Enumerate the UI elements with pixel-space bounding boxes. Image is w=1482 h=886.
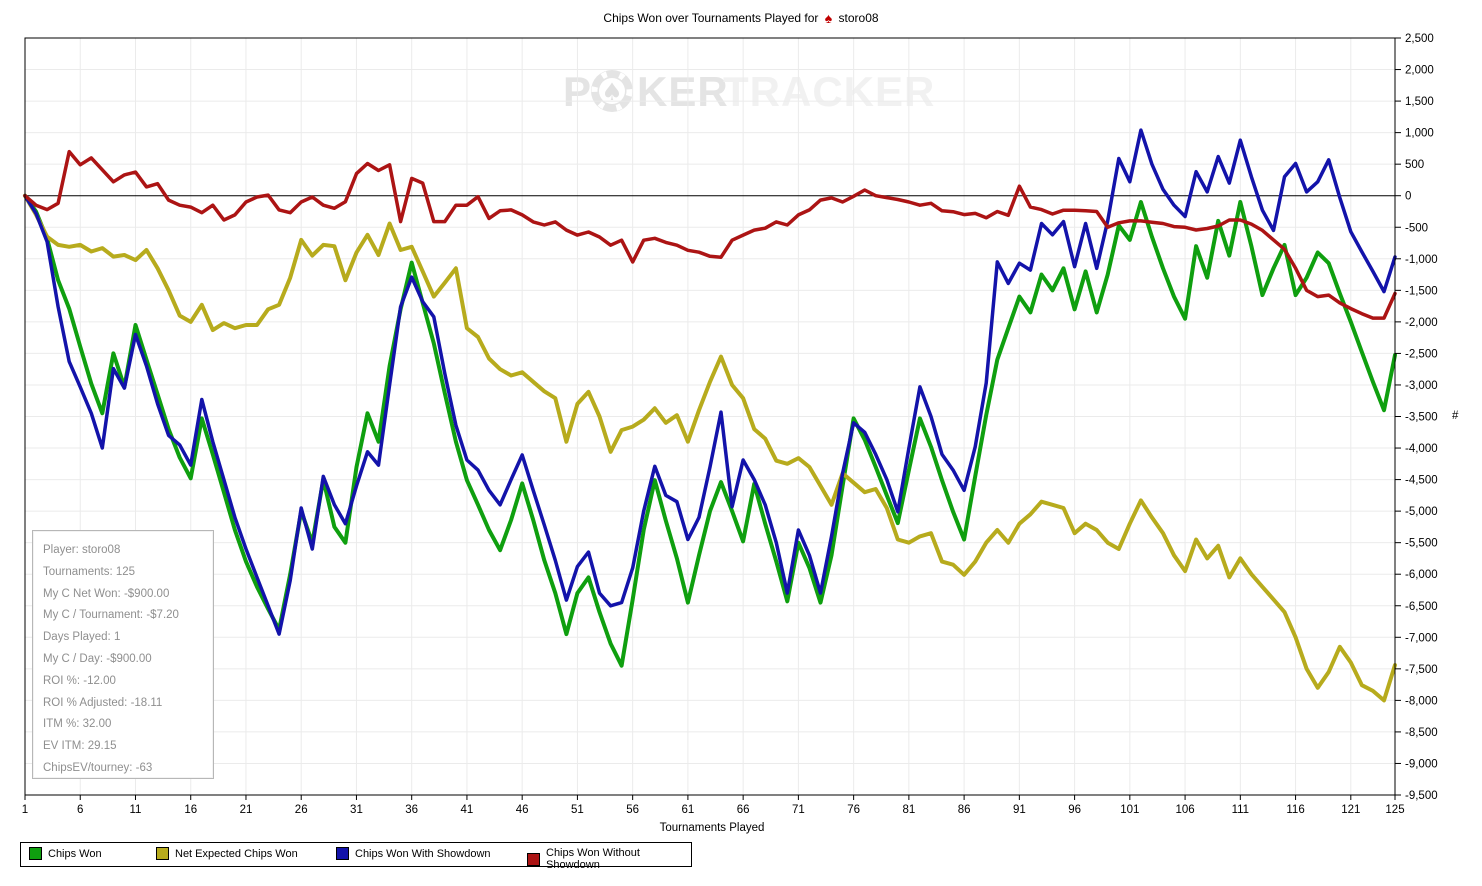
svg-text:1,500: 1,500 [1405, 96, 1434, 108]
stat-itm: ITM %: 32.00 [43, 718, 112, 731]
stat-roi: ROI %: -12.00 [43, 674, 116, 687]
stat-player: Player: storo08 [43, 544, 121, 556]
svg-text:-1,500: -1,500 [1405, 285, 1438, 297]
svg-text:-8,000: -8,000 [1405, 695, 1438, 707]
svg-text:-2,500: -2,500 [1405, 348, 1438, 360]
series-line-net-expected-chips-won [23, 193, 1397, 703]
gridlines [25, 38, 1395, 795]
svg-text:121: 121 [1341, 804, 1360, 816]
title-player-name: storo08 [838, 11, 879, 25]
legend-label: Chips Won [48, 847, 102, 860]
svg-text:-2,000: -2,000 [1405, 317, 1438, 329]
svg-text:106: 106 [1175, 804, 1194, 816]
svg-text:36: 36 [405, 804, 418, 816]
stat-tournaments: Tournaments: 125 [43, 565, 136, 578]
svg-text:1: 1 [22, 804, 28, 816]
x-axis: 1 6 11 16 21 26 31 36 41 46 51 56 61 66 71 76 81 86 91 96 10… [22, 795, 1405, 834]
svg-text:KER: KER [637, 68, 729, 115]
svg-text:66: 66 [737, 804, 750, 816]
svg-text:2,000: 2,000 [1405, 65, 1434, 77]
series-line-chips-won [23, 193, 1397, 668]
chips-won-with-showdown-swatch-icon [336, 847, 349, 860]
svg-text:-1,000: -1,000 [1405, 254, 1438, 266]
chart-legend: Chips Won Net Expected Chips Won Chips W… [20, 842, 692, 871]
svg-text:0: 0 [1405, 191, 1411, 203]
svg-text:-5,500: -5,500 [1405, 538, 1438, 550]
stat-days-played: Days Played: 1 [43, 631, 121, 644]
watermark-spade-icon: ♠ [601, 78, 623, 106]
svg-text:-6,000: -6,000 [1405, 569, 1438, 581]
series-line-chips-won-with-showdown [23, 128, 1397, 636]
legend-label: Chips Won With Showdown [355, 847, 491, 860]
svg-text:6: 6 [77, 804, 83, 816]
svg-text:-3,500: -3,500 [1405, 412, 1438, 424]
svg-text:41: 41 [461, 804, 474, 816]
svg-text:86: 86 [958, 804, 971, 816]
stat-ev-itm: EV ITM: 29.15 [43, 740, 117, 753]
stat-chipsev-per-tourney: ChipsEV/tourney: -63 [43, 761, 153, 774]
svg-text:61: 61 [682, 804, 695, 816]
svg-text:TRACKER: TRACKER [723, 68, 935, 115]
svg-text:116: 116 [1286, 804, 1304, 816]
stat-roi-adjusted: ROI % Adjusted: -18.11 [43, 696, 163, 709]
legend-item-net-expected-chips-won[interactable]: Net Expected Chips Won [156, 847, 298, 860]
svg-text:26: 26 [295, 804, 308, 816]
svg-text:125: 125 [1385, 804, 1404, 816]
chips-won-without-showdown-swatch-icon [527, 852, 540, 866]
y-axis-title: # [1452, 410, 1459, 422]
legend-item-chips-won-without-showdown[interactable]: Chips Won Without Showdown [527, 847, 691, 871]
svg-text:2,500: 2,500 [1405, 33, 1434, 45]
svg-text:31: 31 [350, 804, 363, 816]
y-axis: -9,500 -9,000 -8,500 -8,000 -7,500 -7,000 -6,5… [1395, 33, 1459, 802]
svg-text:-3,000: -3,000 [1405, 380, 1438, 392]
svg-text:101: 101 [1120, 804, 1139, 816]
player-stats-box: Player: storo08 Tournaments: 125 My C Ne… [32, 530, 214, 779]
title-text: Chips Won over Tournaments Played for [603, 11, 819, 25]
legend-item-chips-won-with-showdown[interactable]: Chips Won With Showdown [336, 847, 491, 860]
svg-text:-4,500: -4,500 [1405, 475, 1438, 487]
svg-text:-500: -500 [1405, 222, 1428, 234]
svg-text:500: 500 [1405, 159, 1424, 171]
svg-text:111: 111 [1232, 804, 1249, 816]
svg-text:71: 71 [792, 804, 805, 816]
chips-won-swatch-icon [29, 847, 42, 860]
svg-text:-8,500: -8,500 [1405, 727, 1438, 739]
svg-text:76: 76 [847, 804, 860, 816]
svg-text:-5,000: -5,000 [1405, 506, 1438, 518]
svg-text:-4,000: -4,000 [1405, 443, 1438, 455]
svg-text:21: 21 [240, 804, 253, 816]
legend-label: Net Expected Chips Won [175, 847, 298, 860]
svg-text:46: 46 [516, 804, 529, 816]
svg-text:1,000: 1,000 [1405, 128, 1434, 140]
svg-text:96: 96 [1068, 804, 1081, 816]
legend-item-chips-won[interactable]: Chips Won [29, 847, 102, 860]
svg-text:51: 51 [571, 804, 584, 816]
svg-text:-9,500: -9,500 [1405, 790, 1438, 802]
svg-text:-6,500: -6,500 [1405, 601, 1438, 613]
x-axis-title: Tournaments Played [660, 822, 765, 834]
stat-per-tournament: My C / Tournament: -$7.20 [43, 609, 179, 622]
svg-text:81: 81 [902, 804, 915, 816]
net-expected-chips-won-swatch-icon [156, 847, 169, 860]
svg-text:11: 11 [130, 804, 142, 816]
svg-text:91: 91 [1013, 804, 1026, 816]
page-title: Chips Won over Tournaments Played for ♠ … [0, 10, 1482, 26]
stat-net-won: My C Net Won: -$900.00 [43, 587, 170, 600]
pokerstars-spade-icon: ♠ [824, 10, 833, 26]
svg-text:56: 56 [626, 804, 639, 816]
svg-text:-7,500: -7,500 [1405, 664, 1438, 676]
series-line-chips-won-without-showdown [23, 149, 1397, 320]
legend-label: Chips Won Without Showdown [546, 847, 640, 871]
stat-per-day: My C / Day: -$900.00 [43, 652, 152, 665]
svg-text:-7,000: -7,000 [1405, 632, 1438, 644]
svg-text:16: 16 [184, 804, 197, 816]
svg-text:-9,000: -9,000 [1405, 758, 1438, 770]
